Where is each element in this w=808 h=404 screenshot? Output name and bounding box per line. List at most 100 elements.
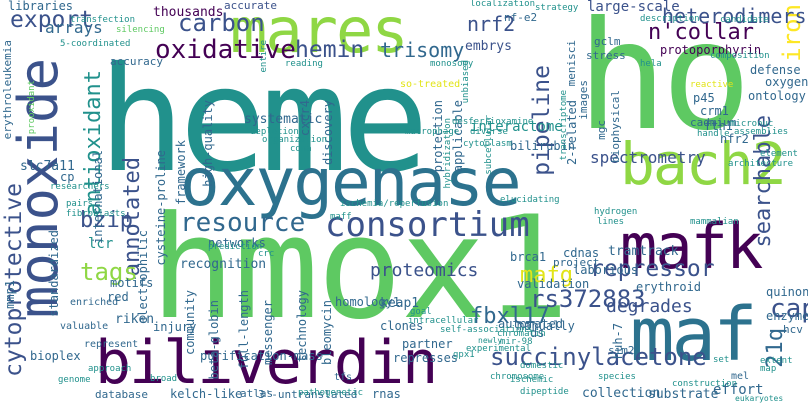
word-protoporphyrin: protoporphyrin — [660, 43, 762, 57]
word-ischemia-reperfusion: ischemia/reperfusion — [340, 199, 449, 209]
word-hydrogen: hydrogen — [594, 207, 638, 217]
word-oxygenase: oxygenase — [180, 144, 522, 221]
word-spectrometry: spectrometry — [590, 148, 706, 167]
word-mammalian: mammalian — [690, 217, 739, 227]
word-mares: mares — [230, 0, 409, 67]
word-erythroid: erythroid — [636, 280, 702, 294]
word-so-treated: so-treated — [400, 79, 461, 90]
word-atlas: atlas — [240, 387, 274, 400]
word-purification-mass: purification-mass — [200, 349, 323, 363]
word-tramtrack: tramtrack — [608, 244, 679, 259]
word-maff: maff — [330, 212, 352, 222]
word-prediction: prediction — [208, 242, 263, 252]
word-description: description — [640, 14, 700, 24]
word-ischemic: ischemic — [510, 375, 554, 385]
word-set: set — [713, 355, 730, 365]
word-international: international — [91, 150, 105, 244]
word-substrate: substrate — [648, 387, 719, 402]
word-3-untranslated: 3'-untranslated — [258, 388, 358, 401]
word-intracellular: intracellular — [408, 316, 479, 326]
word-composition: composition — [710, 51, 770, 61]
word-goal: goal — [410, 307, 432, 317]
word-entire: entire — [259, 40, 269, 73]
word-depletion: depletion — [250, 127, 299, 137]
word-partner: partner — [402, 337, 453, 351]
word-localization: localization — [470, 0, 536, 9]
word-images: images — [577, 80, 590, 120]
word-desferrioxamine: desferrioxamine — [452, 117, 534, 127]
word-reading: reading — [285, 59, 323, 69]
word-hcv: hcv — [783, 323, 803, 336]
word-enzyme: enzyme — [766, 309, 808, 323]
word-biliverdin: biliverdin — [95, 328, 438, 398]
word-rnas: rnas — [372, 387, 401, 401]
word-slc7a11: slc7a11 — [20, 159, 75, 174]
word-oxygen: oxygen — [765, 75, 808, 89]
word-accuracy: accuracy — [110, 55, 163, 68]
word-transfection: transfection — [70, 15, 136, 25]
word-stress: stress — [586, 49, 626, 62]
word-proteomics: proteomics — [370, 260, 479, 281]
word-nrf2: nrf2 — [467, 12, 516, 36]
word-kelch-like: kelch-like — [170, 387, 243, 401]
word-crc: crc — [258, 249, 275, 259]
word-researchers: researchers — [50, 182, 110, 192]
word-bleomycin: bleomycin — [320, 300, 334, 366]
word-framework: framework — [174, 140, 188, 206]
word-hmox1: hmox1 — [150, 186, 569, 351]
word-extent: extent — [760, 356, 793, 366]
word-ncollar: n'collar — [648, 20, 754, 45]
word-carbon: carbon — [178, 9, 265, 37]
word-nf-e2: nf-e2 — [504, 11, 538, 24]
word-element: element — [760, 149, 798, 159]
word-cxcr4: cxcr4 — [298, 100, 312, 137]
word-hybridization: hybridization — [443, 118, 453, 189]
word-dipeptide: dipeptide — [520, 387, 569, 397]
word-p45: p45 — [693, 91, 715, 105]
word-validation: validation — [517, 277, 590, 291]
word-trisomy: trisomy — [380, 38, 465, 62]
word-high-quality: high-quality — [201, 100, 215, 187]
word-candidate: candidate — [720, 15, 769, 25]
word-systematic: systematic — [244, 112, 323, 127]
word-cytoplasm: cytoplasm — [463, 139, 512, 149]
word-5-coordinated: 5-coordinated — [60, 39, 131, 49]
word-newly: newly — [478, 336, 503, 345]
word-succinylacetone: succinylacetone — [490, 343, 707, 371]
word-collection: collection — [582, 386, 661, 401]
word-interactome: interactome — [470, 119, 563, 135]
word-lcr: lcr — [88, 236, 114, 252]
word-mel: mel — [731, 371, 750, 382]
word-bach2: bach2 — [620, 130, 787, 198]
word-rs372883: rs372883 — [530, 285, 646, 313]
word-cadmium: cadmium — [690, 116, 737, 129]
word-cp: cp — [60, 170, 75, 184]
word-export: export — [10, 7, 94, 33]
word-technology: technology — [295, 290, 309, 363]
word-strategy: strategy — [535, 3, 579, 13]
word-pairs: pairs — [66, 199, 94, 209]
word-menisci: menisci — [565, 40, 578, 87]
word-chromosome: chromosome — [490, 372, 545, 382]
word-clones: clones — [380, 319, 424, 333]
word-represent: represent — [84, 339, 139, 350]
word-maf: maf — [630, 292, 758, 378]
word-arrays: arrays — [45, 18, 103, 37]
word-red: red — [107, 290, 129, 304]
word-crm1: crm1 — [700, 104, 729, 118]
word-handle: handle — [697, 129, 730, 139]
word-heterodimers: heterodimers — [662, 4, 807, 28]
word-networks: networks — [208, 236, 266, 250]
word-cdna: cdna — [290, 144, 312, 154]
word-fth1: fth1 — [704, 119, 733, 133]
word-discovery: discovery — [321, 100, 335, 166]
word-ds: ds — [530, 326, 545, 340]
word-construction: construction — [672, 379, 738, 389]
word-full-length: full-length — [237, 290, 251, 370]
word-laborious: laborious — [573, 263, 639, 277]
word-diverse: diverse — [470, 127, 508, 137]
word-ontology: ontology — [748, 89, 806, 103]
word-database: database — [95, 388, 148, 401]
word-defense: defense — [750, 63, 801, 77]
